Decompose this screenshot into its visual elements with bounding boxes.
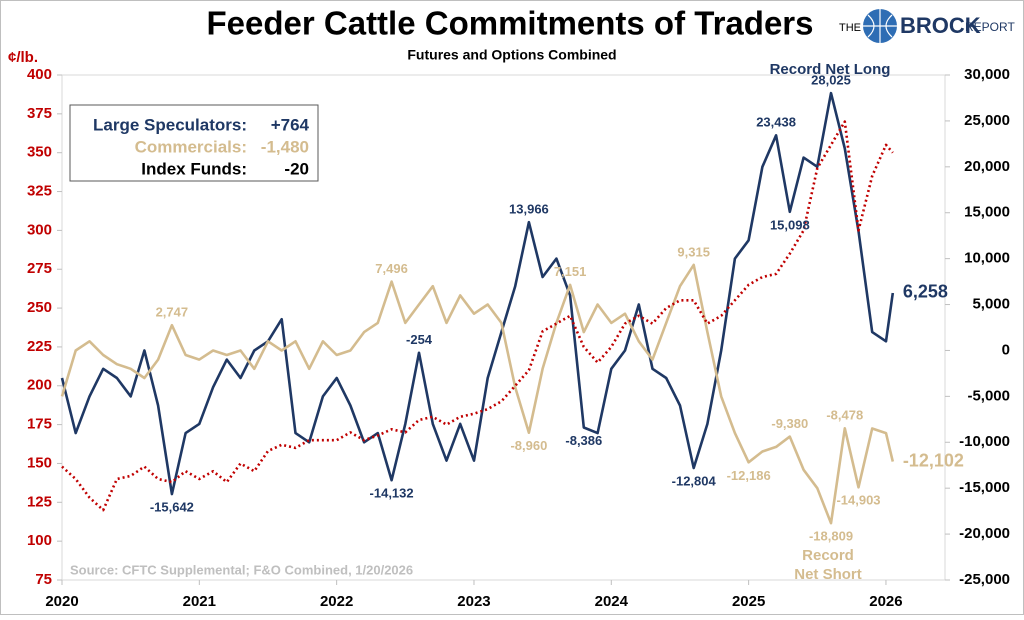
y-tick-label: 200 — [27, 377, 52, 394]
y2-tick-label: 5,000 — [972, 296, 1010, 313]
value-label: -14,903 — [836, 493, 880, 508]
y-tick-label: 75 — [35, 571, 52, 588]
y-tick-label: 375 — [27, 105, 52, 122]
value-label: -14,132 — [370, 486, 414, 501]
value-label: 7,496 — [375, 261, 408, 276]
y-tick-label: 350 — [27, 144, 52, 161]
x-tick-label: 2024 — [595, 593, 629, 610]
value-label: 23,438 — [756, 115, 796, 130]
value-label: 13,966 — [509, 202, 549, 217]
logo-post: REPORT — [965, 20, 1015, 34]
legend-label: Large Speculators: — [93, 115, 247, 134]
y-tick-label: 325 — [27, 183, 52, 200]
series-line — [61, 120, 894, 512]
x-tick-label: 2025 — [732, 593, 765, 610]
value-label: 15,098 — [770, 217, 810, 232]
y-tick-label: 150 — [27, 454, 52, 471]
end-label: -12,102 — [903, 450, 964, 470]
y-tick-label: 125 — [27, 493, 52, 510]
y2-tick-label: 20,000 — [964, 158, 1010, 175]
y2-tick-label: -5,000 — [967, 387, 1010, 404]
legend-change: -1,480 — [261, 137, 309, 156]
y2-tick-label: 30,000 — [964, 66, 1010, 83]
x-tick-label: 2026 — [869, 593, 902, 610]
end-label: 6,258 — [903, 282, 948, 302]
annotation: Record Net Long — [770, 61, 891, 78]
value-label: -8,386 — [565, 433, 602, 448]
series-line — [60, 263, 895, 525]
y-tick-label: 300 — [27, 221, 52, 238]
y2-tick-label: 15,000 — [964, 204, 1010, 221]
annotation: Net Short — [794, 566, 862, 583]
value-label: 9,315 — [677, 244, 710, 259]
source: Source: CFTC Supplemental; F&O Combined,… — [70, 562, 413, 577]
y2-tick-label: -15,000 — [959, 479, 1010, 496]
legend-change: +764 — [271, 115, 310, 134]
value-label: -254 — [406, 332, 433, 347]
legend-label: Commercials: — [135, 137, 247, 156]
y-tick-label: 250 — [27, 299, 52, 316]
x-tick-label: 2020 — [45, 593, 78, 610]
y-tick-label: 275 — [27, 260, 52, 277]
y-axis-label: ¢/lb. — [8, 49, 38, 66]
value-label: 28,025 — [811, 73, 851, 88]
legend-box — [69, 104, 319, 182]
y-tick-label: 100 — [27, 532, 52, 549]
value-label: 2,747 — [156, 305, 189, 320]
y-tick-label: 225 — [27, 338, 52, 355]
value-label: -12,186 — [727, 468, 771, 483]
logo-globe-lines — [863, 9, 897, 43]
series-line — [60, 91, 895, 496]
legend-label: Index Funds: — [141, 159, 247, 178]
value-label: 7,151 — [554, 264, 587, 279]
logo-main: BROCK — [900, 13, 981, 38]
chart-subtitle: Futures and Options Combined — [407, 47, 616, 63]
legend-change: -20 — [284, 159, 309, 178]
value-label: -12,804 — [672, 473, 717, 488]
plot-border — [61, 74, 946, 581]
x-tick-label: 2022 — [320, 593, 353, 610]
chart-title: Feeder Cattle Commitments of Traders — [207, 5, 814, 42]
value-label: -8,960 — [510, 438, 547, 453]
x-tick-label: 2021 — [183, 593, 216, 610]
y2-tick-label: 10,000 — [964, 250, 1010, 267]
y-tick-label: 175 — [27, 416, 52, 433]
value-label: -8,478 — [826, 408, 863, 423]
value-label: -18,809 — [809, 529, 853, 544]
y2-tick-label: -25,000 — [959, 571, 1010, 588]
annotation: Record — [802, 547, 854, 564]
x-tick-label: 2023 — [457, 593, 490, 610]
value-label: -15,642 — [150, 500, 194, 515]
logo-pre: THE — [839, 22, 861, 34]
y2-tick-label: -10,000 — [959, 433, 1010, 450]
value-label: -9,380 — [771, 416, 808, 431]
y2-tick-label: -20,000 — [959, 525, 1010, 542]
y2-tick-label: 0 — [1002, 341, 1010, 358]
y-tick-label: 400 — [27, 66, 52, 83]
y2-tick-label: 25,000 — [964, 112, 1010, 129]
